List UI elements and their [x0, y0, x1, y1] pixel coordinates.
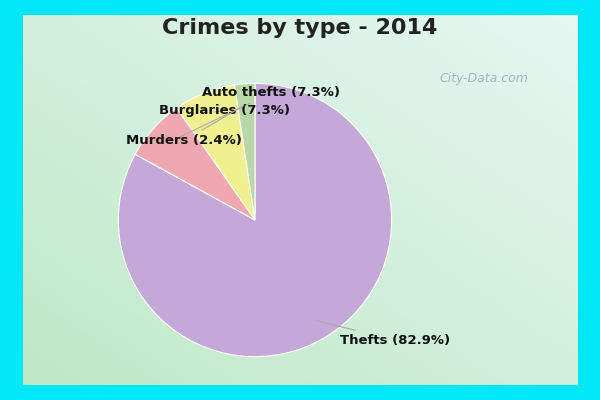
Text: Auto thefts (7.3%): Auto thefts (7.3%) — [171, 86, 340, 141]
Text: Murders (2.4%): Murders (2.4%) — [126, 106, 244, 147]
Wedge shape — [235, 83, 255, 220]
Text: City-Data.com: City-Data.com — [439, 72, 528, 85]
Wedge shape — [135, 108, 255, 220]
Text: Burglaries (7.3%): Burglaries (7.3%) — [160, 104, 290, 117]
Wedge shape — [176, 85, 255, 220]
Wedge shape — [118, 83, 392, 357]
Text: Thefts (82.9%): Thefts (82.9%) — [317, 321, 450, 347]
Text: Crimes by type - 2014: Crimes by type - 2014 — [163, 18, 437, 38]
